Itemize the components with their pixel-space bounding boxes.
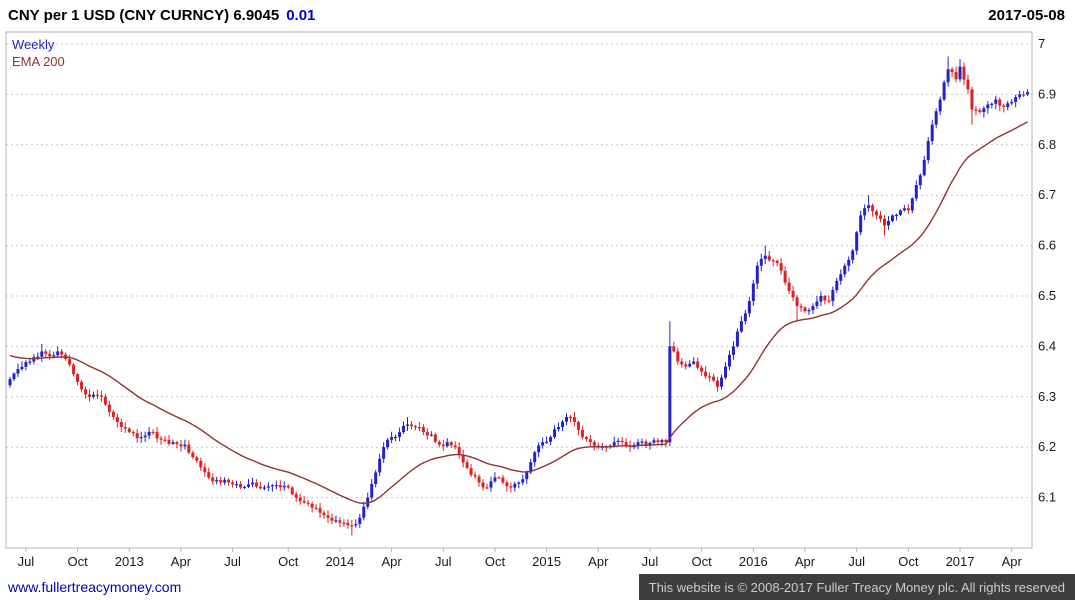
svg-text:6.2: 6.2: [1038, 439, 1056, 454]
svg-text:Jul: Jul: [18, 554, 35, 569]
x-axis-labels: Jul Oct 2013 Apr Jul Oct 2014 Apr Jul Oct 2015 Apr J…: [18, 548, 1023, 569]
footer: www.fullertreacymoney.com This website i…: [0, 574, 1075, 600]
chart-legend: Weekly EMA 200: [12, 36, 65, 70]
svg-text:6.7: 6.7: [1038, 187, 1056, 202]
candlestick-chart: 7 6.9 6.8 6.7 6.6 6.5 6.4 6.3 6.2 6.1 Jul Oct 2013 Ap…: [5, 31, 1056, 569]
chart-change: 0.01: [286, 6, 316, 24]
svg-text:Jul: Jul: [642, 554, 659, 569]
svg-text:6.1: 6.1: [1038, 490, 1056, 505]
svg-text:2016: 2016: [739, 554, 768, 569]
gridlines: [6, 43, 1032, 499]
chart-title-group: CNY per 1 USD (CNY CURNCY) 6.9045 0.01: [8, 7, 315, 24]
svg-text:2017: 2017: [946, 554, 975, 569]
legend-weekly-label: Weekly: [12, 37, 55, 52]
svg-text:2013: 2013: [115, 554, 144, 569]
svg-text:6.5: 6.5: [1038, 288, 1056, 303]
svg-text:Oct: Oct: [692, 554, 713, 569]
svg-text:6.4: 6.4: [1038, 338, 1056, 353]
svg-text:Apr: Apr: [381, 554, 402, 569]
svg-text:Apr: Apr: [588, 554, 609, 569]
ema-line: [9, 121, 1028, 505]
svg-text:Jul: Jul: [224, 554, 241, 569]
copyright-text: This website is © 2008-2017 Fuller Treac…: [638, 574, 1075, 600]
svg-text:Oct: Oct: [485, 554, 506, 569]
svg-text:Oct: Oct: [67, 554, 88, 569]
svg-text:6.3: 6.3: [1038, 389, 1056, 404]
legend-ema-label: EMA 200: [12, 54, 65, 69]
svg-text:Oct: Oct: [278, 554, 299, 569]
svg-text:Apr: Apr: [795, 554, 816, 569]
svg-text:2015: 2015: [532, 554, 561, 569]
svg-text:2014: 2014: [325, 554, 354, 569]
svg-text:Apr: Apr: [171, 554, 192, 569]
svg-text:6.6: 6.6: [1038, 238, 1056, 253]
candles: [8, 56, 1030, 536]
chart-title: CNY per 1 USD (CNY CURNCY) 6.9045: [8, 6, 280, 24]
svg-text:6.8: 6.8: [1038, 137, 1056, 152]
svg-text:6.9: 6.9: [1038, 86, 1056, 101]
plot-border: [5, 31, 1033, 549]
svg-text:Oct: Oct: [898, 554, 919, 569]
svg-text:7: 7: [1038, 36, 1045, 51]
y-axis-labels: 7 6.9 6.8 6.7 6.6 6.5 6.4 6.3 6.2 6.1: [1038, 36, 1056, 505]
chart-date: 2017-05-08: [988, 6, 1065, 24]
chart-area: 7 6.9 6.8 6.7 6.6 6.5 6.4 6.3 6.2 6.1 Jul Oct 2013 Ap…: [0, 30, 1075, 574]
site-link[interactable]: www.fullertreacymoney.com: [8, 579, 182, 595]
svg-text:Jul: Jul: [848, 554, 865, 569]
chart-header: CNY per 1 USD (CNY CURNCY) 6.9045 0.01 20…: [0, 0, 1075, 30]
svg-text:Jul: Jul: [435, 554, 452, 569]
svg-text:Apr: Apr: [1002, 554, 1023, 569]
